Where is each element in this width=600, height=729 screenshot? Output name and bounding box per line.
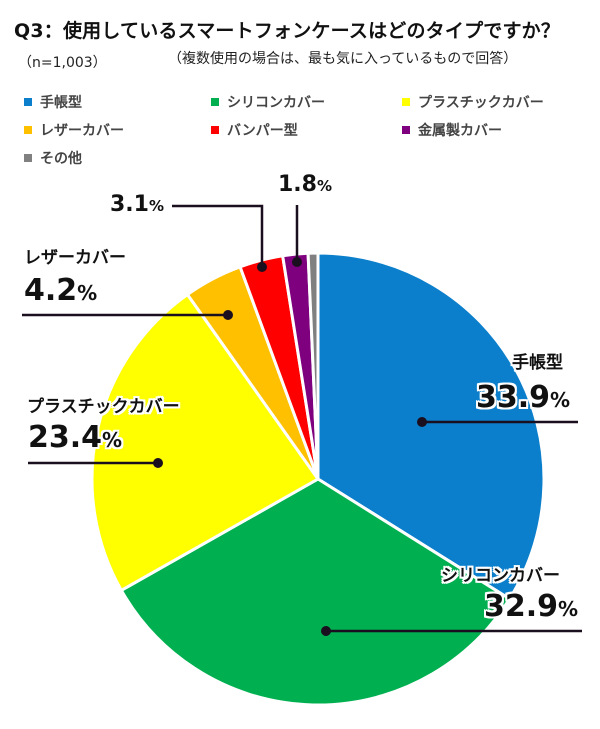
- label-leather-name: レザーカバー: [24, 248, 126, 268]
- leader-dot-silicon: [321, 626, 331, 636]
- pie-slice: [306, 251, 320, 481]
- leader-line-bumper: [172, 204, 264, 267]
- value-percent: %: [102, 428, 123, 452]
- legend-item-bumper: バンパー型: [211, 120, 298, 140]
- leader-dot-plastic: [153, 458, 163, 468]
- pie-slice: [316, 251, 546, 601]
- label-techo-value: 33.9%: [476, 383, 570, 413]
- legend-swatch-icon: [211, 126, 219, 134]
- label-metal-value: 1.8%: [278, 174, 332, 196]
- pie-slice: [90, 293, 320, 592]
- legend-label: レザーカバー: [40, 123, 124, 139]
- value-percent: %: [148, 197, 165, 215]
- value-number: 33.9: [476, 380, 551, 415]
- label-leather-value: 4.2%: [24, 276, 97, 306]
- legend-swatch-icon: [402, 98, 410, 106]
- chart-note: （複数使用の場合は、最も気に入っているもので回答）: [168, 51, 518, 67]
- legend-label: プラスチックカバー: [418, 95, 544, 111]
- legend-swatch-icon: [402, 126, 410, 134]
- label-silicon-name: シリコンカバー: [441, 566, 560, 586]
- legend-item-techo: 手帳型: [24, 92, 82, 112]
- value-number: 3.1: [110, 192, 149, 217]
- legend-item-other: その他: [24, 148, 82, 168]
- chart-title: Q3：使用しているスマートフォンケースはどのタイプですか？: [14, 20, 561, 42]
- legend-item-leather: レザーカバー: [24, 120, 124, 140]
- leader-dot-metal: [292, 257, 302, 267]
- leader-dot-leather: [223, 310, 233, 320]
- label-plastic-name: プラスチックカバー: [27, 397, 180, 417]
- legend-label: 金属製カバー: [418, 123, 502, 139]
- legend-swatch-icon: [24, 154, 32, 162]
- label-techo-name: 手帳型: [512, 353, 563, 373]
- legend-item-silicon: シリコンカバー: [211, 92, 325, 112]
- value-percent: %: [550, 388, 571, 412]
- legend-swatch-icon: [24, 126, 32, 134]
- sample-size: （n=1,003）: [18, 55, 107, 71]
- leader-dot-bumper: [257, 262, 267, 272]
- legend-swatch-icon: [211, 98, 219, 106]
- value-number: 4.2: [24, 273, 78, 308]
- leader-lines: [22, 204, 582, 633]
- value-percent: %: [316, 177, 333, 195]
- legend-item-plastic: プラスチックカバー: [402, 92, 544, 112]
- value-number: 32.9: [484, 589, 559, 624]
- value-number: 1.8: [278, 172, 317, 197]
- legend-label: その他: [40, 151, 82, 167]
- value-number: 23.4: [28, 420, 103, 455]
- leader-dot-techo: [417, 417, 427, 427]
- label-bumper-value: 3.1%: [110, 194, 164, 216]
- legend-item-metal: 金属製カバー: [402, 120, 502, 140]
- legend-label: シリコンカバー: [227, 95, 325, 111]
- value-percent: %: [558, 597, 579, 621]
- legend-swatch-icon: [24, 98, 32, 106]
- legend-label: バンパー型: [227, 123, 298, 139]
- leader-dots: [153, 257, 427, 636]
- label-silicon-value: 32.9%: [484, 592, 578, 622]
- label-plastic-value: 23.4%: [28, 423, 122, 453]
- pie-slices: [90, 251, 546, 707]
- value-percent: %: [77, 281, 98, 305]
- legend-label: 手帳型: [40, 95, 82, 111]
